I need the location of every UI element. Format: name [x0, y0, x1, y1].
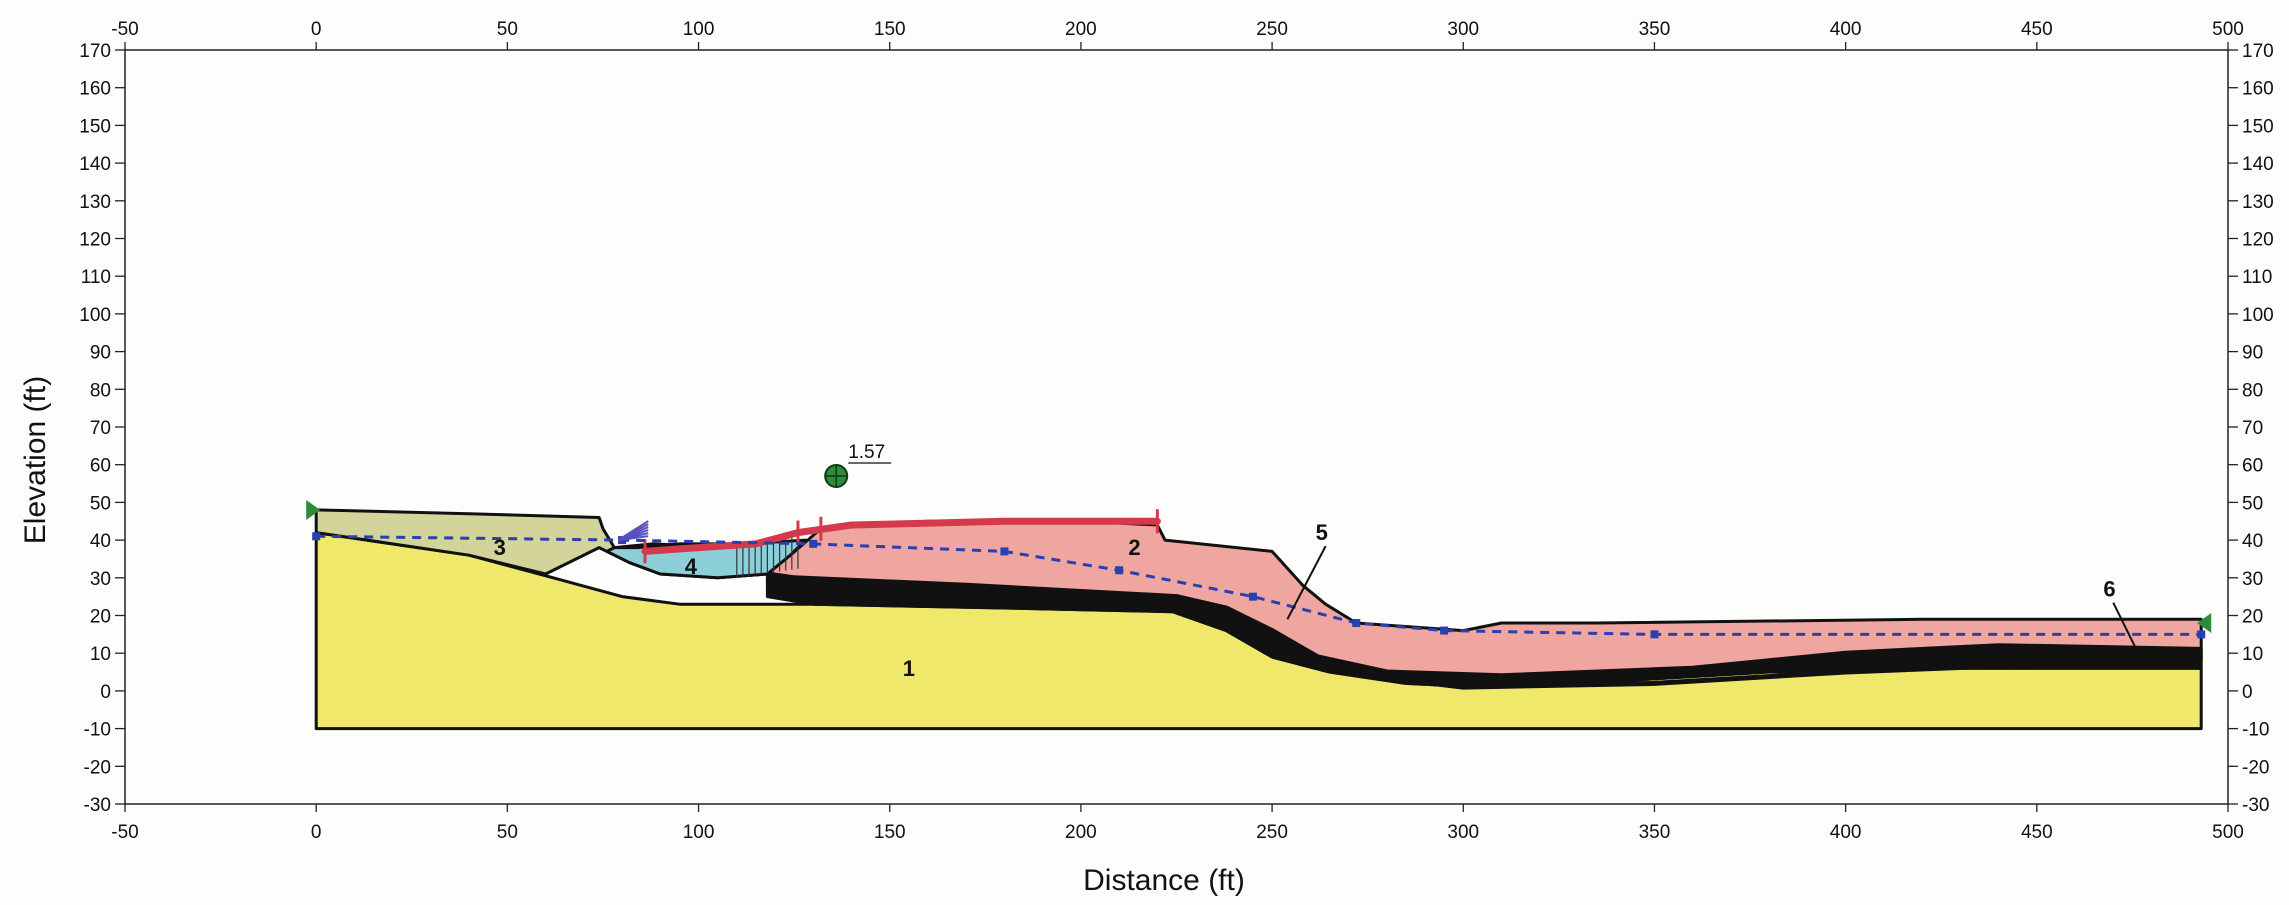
y-tick-label-right: 50 [2242, 493, 2263, 514]
x-tick-label-top: 500 [2212, 19, 2244, 40]
y-tick-label-left: 150 [79, 116, 111, 137]
y-tick-label-left: 50 [90, 493, 111, 514]
y-tick-label-right: -20 [2242, 757, 2269, 778]
callout-leader-5 [1286, 545, 1327, 620]
entry-ray [617, 520, 649, 541]
y-tick-label-left: 80 [90, 380, 111, 401]
x-tick-label-top: 150 [874, 19, 906, 40]
y-tick-label-right: 0 [2242, 682, 2253, 703]
x-tick-label-bottom: 50 [497, 822, 518, 843]
y-tick-label-left: 30 [90, 569, 111, 590]
y-tick-label-left: -20 [84, 757, 111, 778]
water-table-point [1000, 547, 1009, 556]
y-tick-label-left: 140 [79, 154, 111, 175]
seam-line-3 [782, 590, 2202, 690]
region-label-1: 1 [903, 656, 915, 681]
water-table-point [1248, 592, 1257, 601]
water-table-point [1650, 630, 1659, 639]
x-tick-label-bottom: 200 [1065, 822, 1097, 843]
y-tick-label-right: 150 [2242, 116, 2274, 137]
x-tick-label-top: 50 [497, 19, 518, 40]
y-tick-label-right: 100 [2242, 305, 2274, 326]
region-label-5: 5 [1316, 520, 1328, 545]
water-table-line [316, 534, 2202, 636]
x-tick-label-bottom: 250 [1256, 822, 1288, 843]
y-tick-label-right: 140 [2242, 154, 2274, 175]
x-tick-label-top: 450 [2021, 19, 2053, 40]
y-tick-label-left: 40 [90, 531, 111, 552]
y-axis-title: Elevation (ft) [19, 376, 52, 544]
water-table-point [809, 539, 818, 548]
y-tick-label-left: 0 [100, 682, 111, 703]
y-tick-label-left: -30 [84, 795, 111, 816]
factor-of-safety-value: 1.57 [848, 442, 885, 463]
x-tick-label-top: 0 [311, 19, 322, 40]
y-tick-label-left: -10 [84, 720, 111, 741]
callout-leader-6 [2112, 602, 2141, 658]
y-tick-label-right: 70 [2242, 418, 2263, 439]
x-tick-label-top: 200 [1065, 19, 1097, 40]
y-tick-label-left: 60 [90, 456, 111, 477]
left-boundary-marker [306, 499, 321, 520]
x-tick-label-top: -50 [111, 19, 138, 40]
y-tick-label-right: 20 [2242, 607, 2263, 628]
y-tick-label-left: 170 [79, 41, 111, 62]
x-tick-label-bottom: 350 [1639, 822, 1671, 843]
x-tick-label-top: 250 [1256, 19, 1288, 40]
x-tick-label-bottom: 150 [874, 822, 906, 843]
region-label-3: 3 [494, 535, 506, 560]
x-axis-title: Distance (ft) [1083, 864, 1245, 897]
entry-fan-icon [617, 520, 649, 542]
y-tick-label-right: -30 [2242, 795, 2269, 816]
y-tick-label-right: 160 [2242, 79, 2274, 100]
x-tick-label-bottom: 450 [2021, 822, 2053, 843]
material-regions [314, 508, 2203, 731]
y-tick-label-right: 40 [2242, 531, 2263, 552]
y-tick-label-right: 110 [2242, 267, 2272, 288]
y-tick-label-right: 80 [2242, 380, 2263, 401]
x-tick-label-bottom: -50 [111, 822, 138, 843]
y-tick-label-left: 90 [90, 343, 111, 364]
region-label-4: 4 [685, 554, 698, 579]
y-tick-label-right: 10 [2242, 644, 2263, 665]
y-tick-label-left: 20 [90, 607, 111, 628]
y-tick-label-left: 110 [81, 267, 111, 288]
y-tick-label-left: 70 [90, 418, 111, 439]
x-tick-label-bottom: 500 [2212, 822, 2244, 843]
region-label-2: 2 [1128, 535, 1140, 560]
seam-lines [767, 571, 2202, 690]
x-tick-label-bottom: 400 [1830, 822, 1862, 843]
axis-ticks: -50-500050501001001501502002002502503003… [79, 19, 2273, 843]
y-tick-label-left: 10 [90, 644, 111, 665]
y-tick-label-right: 170 [2242, 41, 2274, 62]
x-tick-label-top: 400 [1830, 19, 1862, 40]
x-tick-label-bottom: 100 [683, 822, 715, 843]
y-tick-label-left: 100 [79, 305, 111, 326]
water-table-point [312, 532, 321, 541]
y-tick-label-left: 160 [79, 79, 111, 100]
overlays: 1.57 [306, 442, 2212, 658]
x-tick-label-top: 350 [1639, 19, 1671, 40]
y-tick-label-right: -10 [2242, 720, 2269, 741]
x-tick-label-bottom: 0 [311, 822, 322, 843]
y-tick-label-right: 30 [2242, 569, 2263, 590]
water-table-point [2197, 630, 2206, 639]
y-tick-label-left: 120 [79, 230, 111, 251]
y-tick-label-right: 60 [2242, 456, 2263, 477]
y-tick-label-left: 130 [79, 192, 111, 213]
water-table-point [1440, 626, 1449, 635]
right-boundary-marker [2197, 613, 2212, 634]
region-labels: 1 2 3 4 5 6 [494, 520, 2116, 681]
x-tick-label-top: 300 [1447, 19, 1479, 40]
x-tick-label-top: 100 [683, 19, 715, 40]
region-label-6: 6 [2103, 577, 2115, 602]
x-tick-label-bottom: 300 [1447, 822, 1479, 843]
water-table-point [1352, 619, 1361, 628]
water-table-point [1115, 566, 1124, 575]
y-tick-label-right: 130 [2242, 192, 2274, 213]
y-tick-label-right: 120 [2242, 230, 2274, 251]
y-tick-label-right: 90 [2242, 343, 2263, 364]
